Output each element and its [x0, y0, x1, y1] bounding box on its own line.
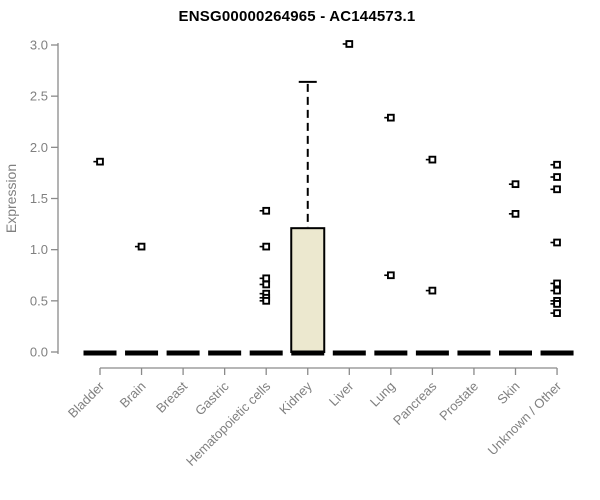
median-bar	[499, 350, 532, 356]
x-tick-label: Breast	[153, 378, 190, 415]
median-bar	[332, 350, 366, 356]
box	[290, 227, 326, 353]
median-bar	[415, 350, 449, 356]
outlier-marker	[553, 286, 561, 295]
x-tick-label: Skin	[494, 379, 522, 407]
median-bar	[374, 350, 408, 356]
outlier-marker	[262, 242, 271, 251]
median-bar	[83, 350, 117, 356]
x-tick-label: Liver	[326, 378, 357, 409]
y-tick-label: 0.5	[30, 293, 48, 308]
outlier-marker	[511, 180, 520, 189]
x-tick-label: Kidney	[276, 378, 315, 417]
median-bar	[208, 350, 242, 356]
x-tick-label: Pancreas	[390, 378, 440, 428]
outlier-marker	[387, 271, 395, 280]
median-bar	[457, 350, 491, 356]
outlier-marker	[511, 209, 520, 218]
y-tick-label: 1.0	[30, 242, 48, 257]
outlier-marker	[553, 173, 561, 181]
x-tick-label: Brain	[117, 379, 149, 411]
outlier-marker	[262, 206, 271, 215]
y-tick-label: 2.0	[30, 140, 48, 155]
outlier-marker	[553, 160, 561, 169]
median-bar	[249, 350, 283, 356]
median-bar	[291, 350, 325, 356]
outlier-marker	[387, 113, 395, 122]
median-bar	[166, 350, 200, 356]
outlier-marker	[262, 296, 271, 305]
outlier-marker	[262, 274, 271, 283]
x-tick-label: Bladder	[65, 378, 108, 421]
outlier-marker	[553, 279, 561, 288]
x-tick-label: Gastric	[192, 378, 232, 418]
outlier-marker	[553, 300, 561, 308]
chart-title: ENSG00000264965 - AC144573.1	[178, 8, 416, 25]
outlier-marker	[345, 40, 354, 48]
y-tick-label: 1.5	[30, 191, 48, 206]
x-tick-label: Unknown / Other	[485, 378, 565, 458]
outlier-marker	[553, 309, 561, 317]
outlier-marker	[553, 185, 561, 194]
y-tick-label: 2.5	[30, 89, 48, 104]
y-tick-label: 0.0	[30, 345, 48, 360]
outlier-marker	[553, 238, 561, 247]
median-bar	[125, 350, 159, 356]
median-bar	[540, 350, 574, 356]
x-tick-label: Lung	[367, 379, 398, 410]
outlier-marker	[262, 280, 271, 289]
y-tick-label: 3.0	[30, 38, 48, 53]
x-tick-label: Prostate	[436, 379, 481, 424]
outlier-marker	[137, 242, 146, 251]
y-axis-title: Expression	[3, 164, 19, 233]
outlier-marker	[428, 155, 437, 164]
outlier-marker	[96, 157, 104, 166]
outlier-marker	[428, 286, 437, 295]
